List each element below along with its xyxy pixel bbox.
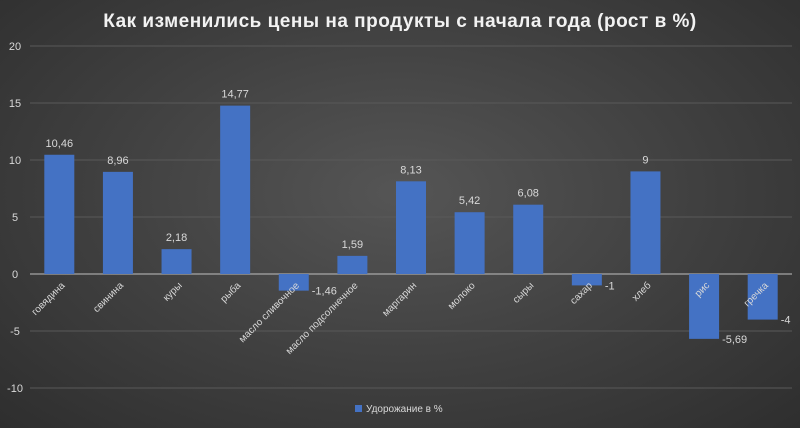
bar <box>689 274 720 339</box>
data-label: -1 <box>605 280 615 292</box>
data-label: 8,96 <box>107 155 128 167</box>
data-label: 10,46 <box>46 138 74 150</box>
data-label: 8,13 <box>400 164 421 176</box>
category-label: свинина <box>91 280 126 315</box>
data-label: 14,77 <box>221 89 249 101</box>
category-label: говядина <box>30 280 68 318</box>
legend-label: Удорожание в % <box>366 404 443 415</box>
bar <box>454 212 485 274</box>
bar <box>396 181 426 274</box>
legend-swatch <box>355 405 362 412</box>
data-label: 6,08 <box>518 188 539 200</box>
data-label: 1,59 <box>342 239 363 251</box>
category-label: маргарин <box>380 280 419 319</box>
chart-title: Как изменились цены на продукты с начала… <box>103 11 697 32</box>
category-label: рыба <box>218 279 244 305</box>
y-tick-label: 15 <box>9 98 21 110</box>
bar <box>630 171 661 274</box>
bar <box>747 274 778 320</box>
data-label: -4 <box>781 315 791 327</box>
category-label: куры <box>161 280 184 303</box>
y-tick-label: -10 <box>7 383 23 395</box>
y-tick-label: 10 <box>9 155 21 167</box>
y-tick-label: 0 <box>12 269 18 281</box>
y-tick-label: -5 <box>10 326 20 338</box>
category-label: масло сливочное <box>237 280 302 345</box>
data-label: 2,18 <box>166 232 187 244</box>
data-label: -5,69 <box>722 334 747 346</box>
data-label: 9 <box>642 154 648 166</box>
bar <box>278 274 309 291</box>
bar <box>337 255 368 274</box>
category-label: сыры <box>511 280 536 305</box>
bar <box>220 105 251 274</box>
bar <box>102 171 133 274</box>
y-tick-label: 5 <box>12 212 18 224</box>
y-tick-label: 20 <box>9 41 21 53</box>
data-label: -1,46 <box>312 286 337 298</box>
bar <box>44 154 75 274</box>
legend: Удорожание в % <box>355 404 443 415</box>
data-label: 5,42 <box>459 195 480 207</box>
bar <box>161 249 192 274</box>
category-label: молоко <box>446 280 478 312</box>
category-label: хлеб <box>630 279 654 303</box>
bar <box>513 204 544 274</box>
bar <box>571 274 602 286</box>
